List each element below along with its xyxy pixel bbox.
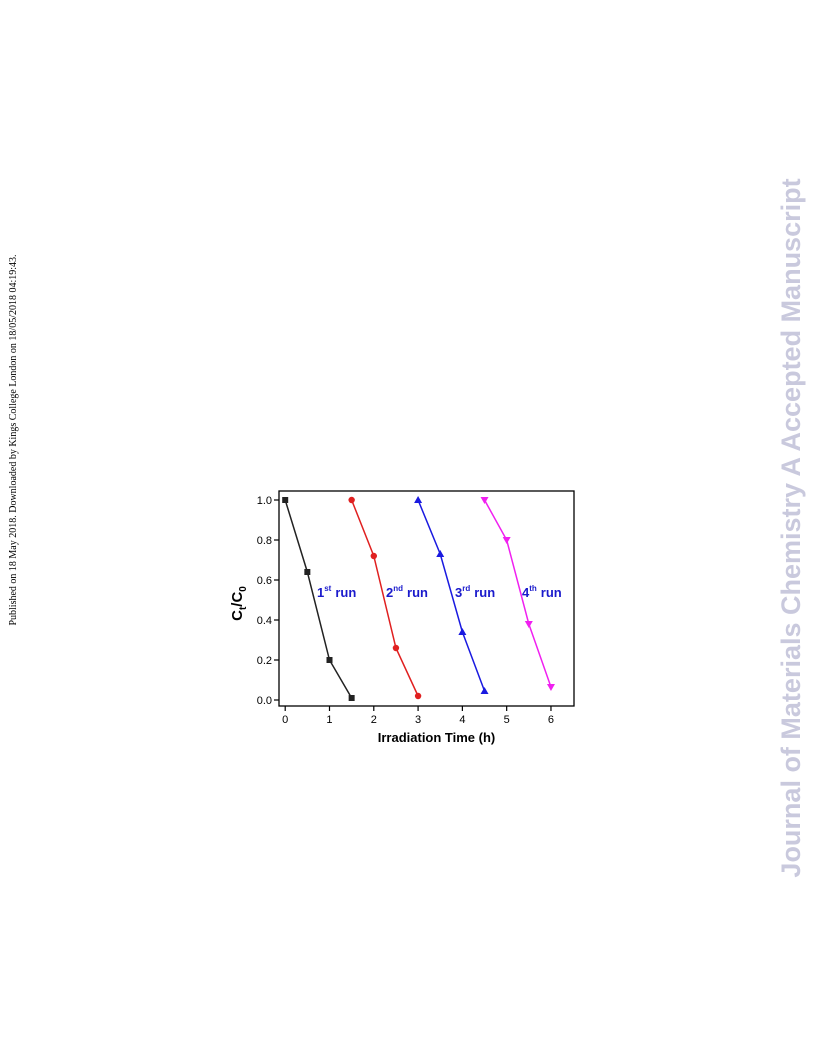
marker [326, 657, 333, 663]
marker [502, 537, 511, 544]
chart: 0 1 2 3 4 5 6 0.0 0.2 0.4 0.6 0.8 1.0 Irradiation Tim… [229, 490, 575, 745]
marker [524, 621, 533, 628]
marker [370, 552, 377, 560]
series-label: 2nd run [386, 584, 428, 600]
marker [480, 687, 489, 694]
marker [414, 496, 423, 503]
x-axis-label: Irradiation Time (h) [378, 730, 496, 745]
series-line [417, 499, 486, 692]
y-tick-label: 0.8 [257, 535, 272, 547]
series-label-suffix: st [324, 584, 331, 593]
marker [458, 628, 467, 635]
watermark: Journal of Materials Chemistry A Accepte… [776, 178, 806, 877]
series-line [284, 499, 353, 699]
y-tick-label: 0.2 [257, 655, 272, 667]
x-tick-label: 3 [415, 714, 421, 726]
y-tick-label: 1.0 [257, 495, 272, 507]
y-tick-label: 0.4 [257, 615, 272, 627]
series-label: 3rd run [455, 584, 495, 600]
x-tick-label: 2 [371, 714, 377, 726]
plot-frame [278, 490, 575, 707]
y-axis-label-part: /C [229, 592, 246, 607]
series-label: 4th run [522, 584, 562, 600]
y-axis-label-part: C [229, 610, 246, 621]
marker [282, 497, 289, 503]
side-note: Published on 18 May 2018. Downloaded by … [8, 254, 19, 625]
series-label: 1st run [317, 584, 356, 600]
series-label-text: run [335, 585, 356, 600]
series-label-suffix: rd [462, 584, 470, 593]
marker [348, 695, 355, 701]
x-tick-label: 0 [282, 714, 288, 726]
marker [436, 550, 445, 557]
x-tick-label: 4 [459, 714, 465, 726]
y-axis-label: Ct/C0 [229, 586, 249, 621]
series-line [350, 499, 419, 697]
x-tick-label: 5 [504, 714, 510, 726]
series-label-number: 4 [522, 585, 530, 600]
series-line [483, 499, 552, 688]
series-label-text: run [407, 585, 428, 600]
y-tick-label: 0.6 [257, 575, 272, 587]
series-label-suffix: th [529, 584, 537, 593]
series-label-text: run [541, 585, 562, 600]
y-axis-label-part: 0 [238, 586, 249, 592]
marker [546, 684, 555, 691]
marker [304, 569, 311, 575]
series-label-number: 2 [386, 585, 393, 600]
marker [392, 644, 400, 652]
y-tick-label: 0.0 [257, 695, 272, 707]
marker [480, 497, 489, 504]
marker [414, 692, 422, 700]
series-label-number: 3 [455, 585, 462, 600]
series-label-text: run [474, 585, 495, 600]
x-tick-label: 1 [326, 714, 332, 726]
marker [348, 496, 355, 504]
x-tick-label: 6 [548, 714, 554, 726]
y-axis-label-part: t [238, 606, 249, 610]
series-label-number: 1 [317, 585, 324, 600]
series-label-suffix: nd [393, 584, 403, 593]
